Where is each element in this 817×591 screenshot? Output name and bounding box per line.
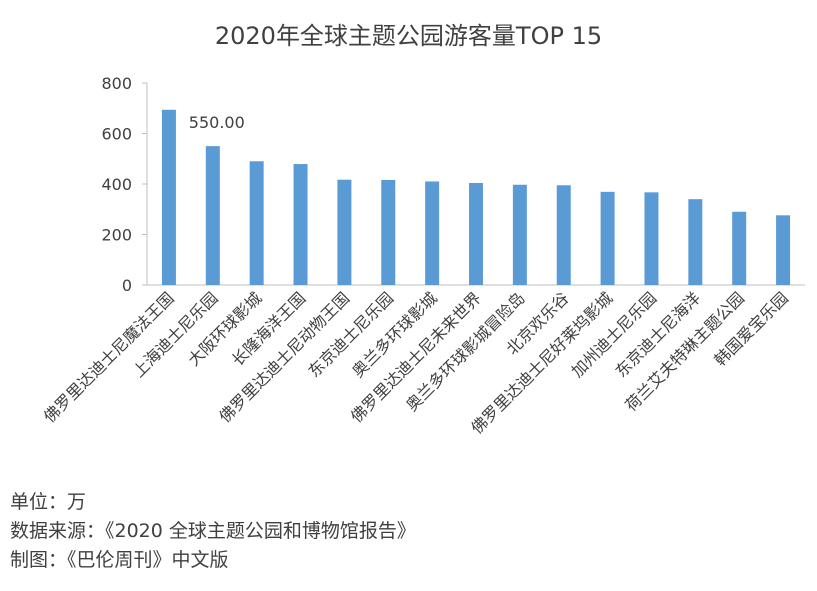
credit-note: 制图：《巴伦周刊》中文版 — [10, 549, 229, 571]
bar — [425, 181, 440, 285]
x-tick-labels: 佛罗里达迪士尼魔法王国上海迪士尼乐园大阪环球影城长隆海洋王国佛罗里达迪士尼动物王… — [40, 288, 792, 437]
bar — [249, 161, 264, 285]
unit-note: 单位：万 — [10, 491, 87, 513]
bar — [512, 184, 527, 285]
bar — [205, 146, 220, 285]
y-tick-label: 200 — [101, 226, 132, 245]
bar — [776, 215, 791, 285]
bar — [293, 164, 308, 285]
data-labels: 550.00 — [189, 113, 245, 132]
y-tick-label: 600 — [101, 125, 132, 144]
y-tick-label: 400 — [101, 175, 132, 194]
bar — [161, 109, 176, 285]
y-tick-label: 800 — [101, 74, 132, 93]
bars — [161, 109, 791, 285]
chart-title: 2020年全球主题公园游客量TOP 15 — [214, 22, 603, 50]
bar — [556, 185, 571, 285]
bar — [600, 191, 615, 285]
data-label: 550.00 — [189, 113, 245, 132]
bar — [644, 192, 659, 285]
bar-chart: 0 200 400 600 800 550.00 佛罗里达迪士尼魔法王国上海迪士尼乐园大… — [40, 74, 805, 438]
bar — [688, 199, 703, 285]
bar — [469, 182, 483, 285]
y-axis: 0 200 400 600 800 — [101, 74, 148, 295]
chart-notes: 单位：万 数据来源：《2020 全球主题公园和博物馆报告》 制图：《巴伦周刊》中… — [10, 488, 416, 575]
bar — [381, 179, 396, 285]
source-note: 数据来源：《2020 全球主题公园和博物馆报告》 — [10, 520, 416, 542]
bar — [732, 211, 747, 285]
bar — [337, 179, 352, 285]
y-tick-label: 0 — [122, 276, 132, 295]
